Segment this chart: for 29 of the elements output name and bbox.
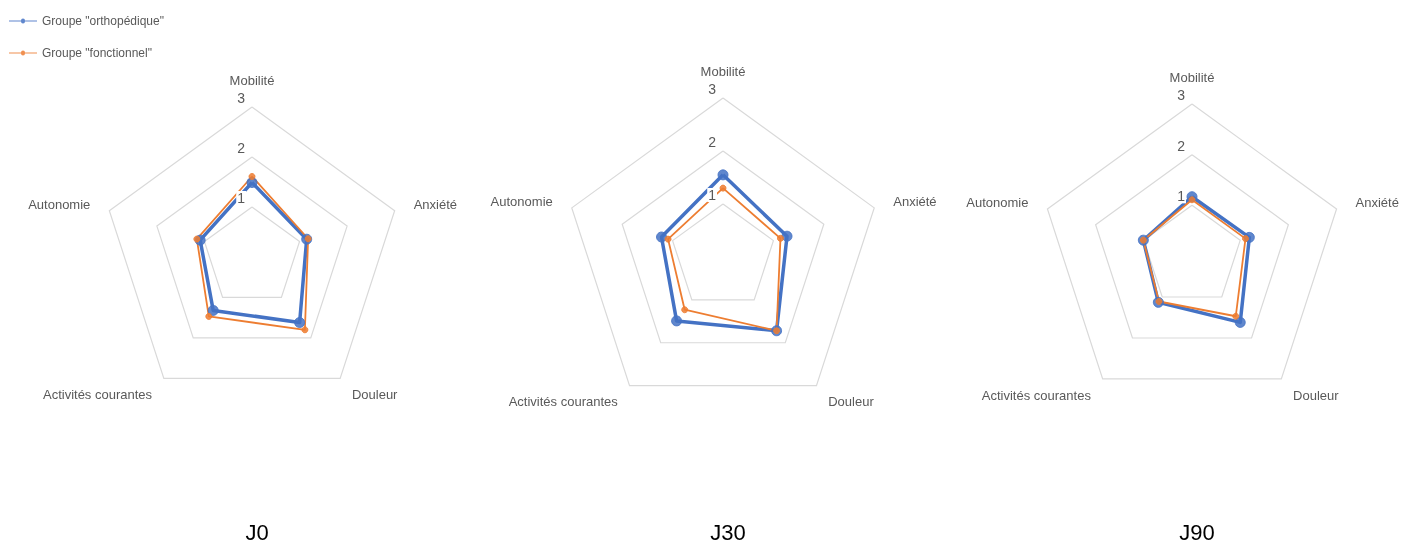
legend-label: Groupe "orthopédique"	[42, 14, 164, 28]
spoke-label: Douleur	[351, 387, 399, 403]
spoke-label: Douleur	[828, 394, 875, 410]
spoke-label: Activités courantes	[42, 387, 153, 403]
y-tick-label: 2	[237, 140, 246, 156]
y-tick-label: 2	[1177, 137, 1186, 154]
y-tick-label: 1	[1177, 188, 1186, 205]
spoke-label: Anxiété	[893, 194, 937, 210]
spoke-label: Autonomie	[28, 196, 91, 212]
y-tick-label: 1	[237, 190, 246, 206]
legend-label: Groupe "fonctionnel"	[42, 46, 152, 60]
spoke-label: Activités courantes	[981, 387, 1092, 403]
y-tick-label: 3	[1177, 87, 1186, 103]
spoke-label: Mobilité	[1169, 70, 1215, 85]
spoke-label: Mobilité	[229, 73, 275, 88]
spoke-label: Anxiété	[1355, 195, 1399, 211]
spoke-label: Mobilité	[700, 64, 746, 79]
y-tick-label: 3	[237, 90, 246, 106]
spoke-label: Activités courantes	[508, 394, 619, 410]
y-tick-label: 3	[708, 81, 717, 97]
text: J0	[245, 519, 269, 545]
spoke-label: Douleur	[1293, 387, 1340, 403]
spoke-label: Autonomie	[966, 195, 1029, 211]
y-tick-label: 1	[708, 187, 717, 203]
spoke-label: Anxiété	[413, 196, 458, 212]
text: J90	[1179, 519, 1215, 545]
text: J30	[710, 519, 746, 545]
y-tick-label: 2	[708, 134, 717, 150]
spoke-label: Autonomie	[490, 194, 553, 210]
